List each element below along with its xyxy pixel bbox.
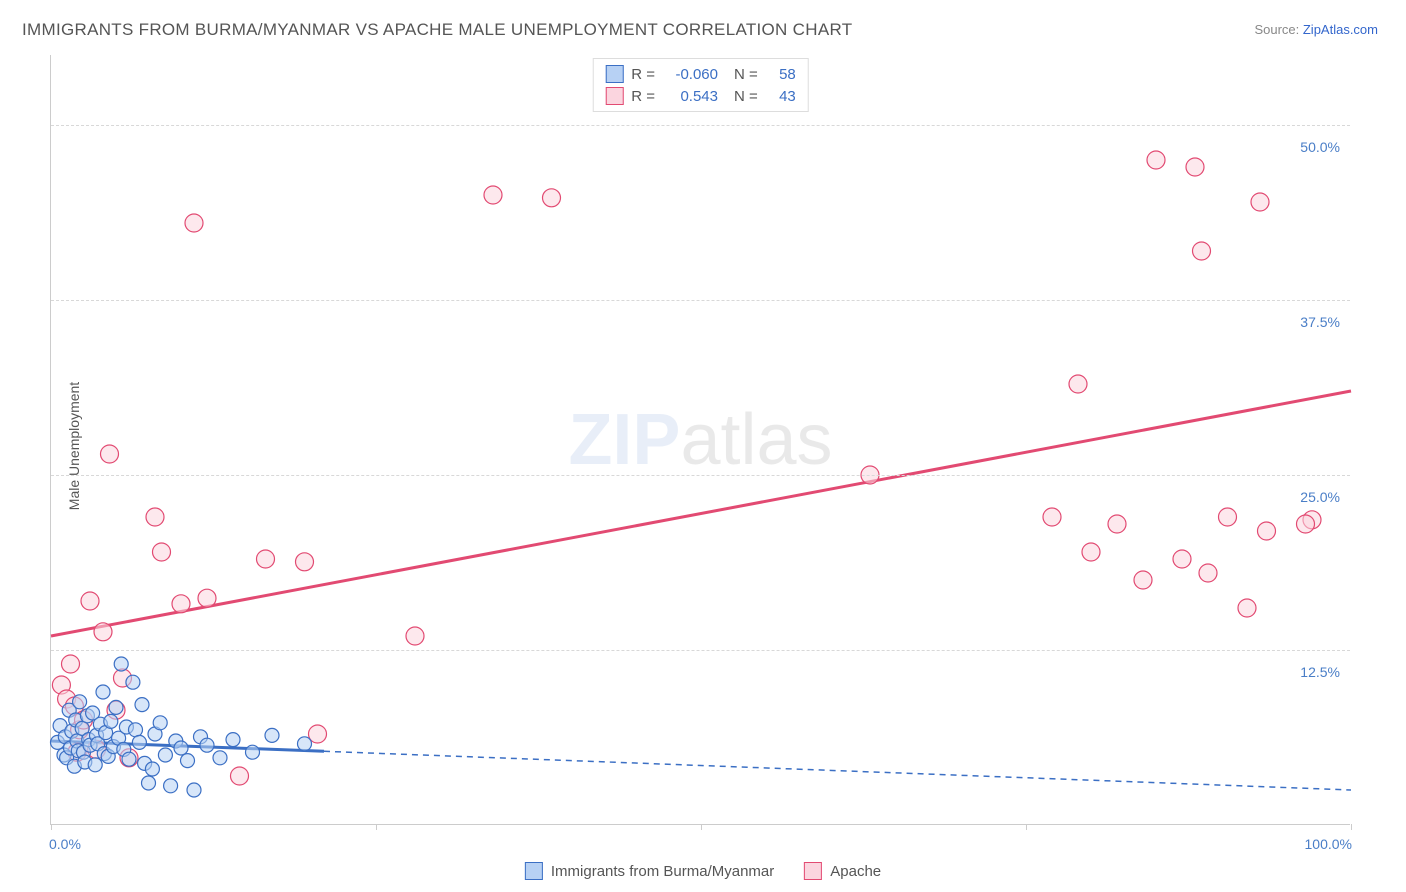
data-point-pink <box>1251 193 1269 211</box>
data-point-blue <box>158 748 172 762</box>
x-tick <box>1026 824 1027 830</box>
data-point-pink <box>1147 151 1165 169</box>
source-prefix: Source: <box>1254 22 1302 37</box>
data-point-pink <box>1173 550 1191 568</box>
source-link[interactable]: ZipAtlas.com <box>1303 22 1378 37</box>
chart-source: Source: ZipAtlas.com <box>1254 22 1378 37</box>
data-point-pink <box>1069 375 1087 393</box>
y-tick-label: 50.0% <box>1300 139 1340 155</box>
data-point-blue <box>164 779 178 793</box>
y-tick-label: 37.5% <box>1300 314 1340 330</box>
data-point-blue <box>174 741 188 755</box>
data-point-blue <box>122 752 136 766</box>
x-tick <box>376 824 377 830</box>
data-point-pink <box>81 592 99 610</box>
chart-title: IMMIGRANTS FROM BURMA/MYANMAR VS APACHE … <box>22 20 852 40</box>
x-tick <box>701 824 702 830</box>
y-tick-label: 25.0% <box>1300 489 1340 505</box>
data-point-pink <box>1186 158 1204 176</box>
data-point-pink <box>1043 508 1061 526</box>
data-point-pink <box>1297 515 1315 533</box>
data-point-blue <box>246 745 260 759</box>
data-point-pink <box>1238 599 1256 617</box>
gridline <box>51 650 1350 651</box>
data-point-pink <box>1199 564 1217 582</box>
legend-label-blue: Immigrants from Burma/Myanmar <box>551 863 774 880</box>
data-point-blue <box>142 776 156 790</box>
gridline <box>51 125 1350 126</box>
data-point-blue <box>265 728 279 742</box>
legend-label-pink: Apache <box>830 863 881 880</box>
data-point-pink <box>406 627 424 645</box>
data-point-pink <box>1108 515 1126 533</box>
data-point-pink <box>1193 242 1211 260</box>
regression-line-blue-dashed <box>324 751 1351 790</box>
data-point-pink <box>185 214 203 232</box>
data-point-pink <box>94 623 112 641</box>
data-point-pink <box>62 655 80 673</box>
legend-series: Immigrants from Burma/Myanmar Apache <box>525 862 881 880</box>
data-point-blue <box>181 754 195 768</box>
regression-line-pink <box>51 391 1351 636</box>
data-point-pink <box>198 589 216 607</box>
data-point-blue <box>73 695 87 709</box>
data-point-pink <box>172 595 190 613</box>
data-point-blue <box>187 783 201 797</box>
x-label-right: 100.0% <box>1305 836 1352 852</box>
data-point-pink <box>296 553 314 571</box>
data-point-blue <box>96 685 110 699</box>
data-point-pink <box>153 543 171 561</box>
data-point-pink <box>1219 508 1237 526</box>
data-point-pink <box>1134 571 1152 589</box>
data-point-pink <box>101 445 119 463</box>
data-point-pink <box>1082 543 1100 561</box>
data-point-blue <box>213 751 227 765</box>
data-point-blue <box>145 762 159 776</box>
chart-svg <box>51 55 1350 824</box>
data-point-blue <box>298 737 312 751</box>
data-point-blue <box>200 738 214 752</box>
y-tick-label: 12.5% <box>1300 664 1340 680</box>
data-point-pink <box>1258 522 1276 540</box>
gridline <box>51 300 1350 301</box>
data-point-blue <box>114 657 128 671</box>
data-point-pink <box>231 767 249 785</box>
gridline <box>51 475 1350 476</box>
x-tick <box>51 824 52 830</box>
legend-swatch-blue-icon <box>525 862 543 880</box>
legend-item-pink: Apache <box>804 862 881 880</box>
plot-area: ZIPatlas R = -0.060 N = 58 R = 0.543 N =… <box>50 55 1350 825</box>
data-point-pink <box>257 550 275 568</box>
data-point-blue <box>153 716 167 730</box>
data-point-blue <box>132 735 146 749</box>
data-point-blue <box>129 723 143 737</box>
x-tick <box>1351 824 1352 830</box>
data-point-blue <box>135 698 149 712</box>
data-point-blue <box>226 733 240 747</box>
x-label-left: 0.0% <box>49 836 81 852</box>
data-point-pink <box>484 186 502 204</box>
legend-swatch-pink-icon <box>804 862 822 880</box>
legend-item-blue: Immigrants from Burma/Myanmar <box>525 862 774 880</box>
data-point-blue <box>126 675 140 689</box>
chart-container: IMMIGRANTS FROM BURMA/MYANMAR VS APACHE … <box>0 0 1406 892</box>
data-point-blue <box>109 700 123 714</box>
data-point-pink <box>146 508 164 526</box>
data-point-pink <box>543 189 561 207</box>
data-point-blue <box>104 714 118 728</box>
